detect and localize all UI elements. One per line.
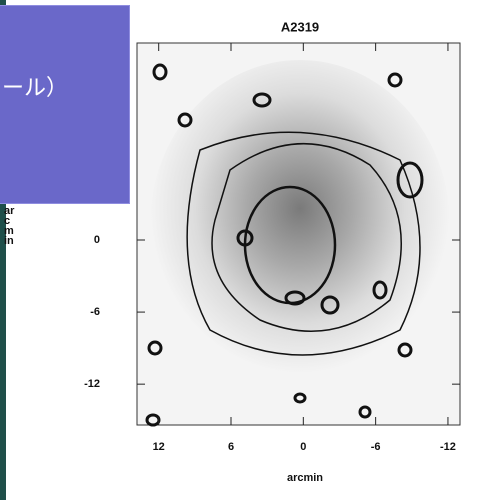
y-tick-label: -12 (84, 378, 100, 390)
x-tick-label: 12 (153, 441, 165, 453)
slide-edge (0, 0, 6, 500)
y-tick-label: 0 (94, 234, 100, 246)
x-tick-label: -12 (440, 441, 456, 453)
x-tick-label: 0 (300, 441, 306, 453)
y-axis-label: arcmin (4, 205, 15, 247)
figure-title: A2319 (281, 19, 319, 34)
overlay-box: ール） (0, 5, 130, 204)
x-tick-label: 6 (228, 441, 234, 453)
y-tick-label: -6 (90, 306, 100, 318)
x-tick-label: -6 (371, 441, 381, 453)
overlay-text: ール） (2, 76, 69, 101)
x-axis-label: arcmin (287, 472, 323, 484)
emission-image (150, 60, 450, 390)
